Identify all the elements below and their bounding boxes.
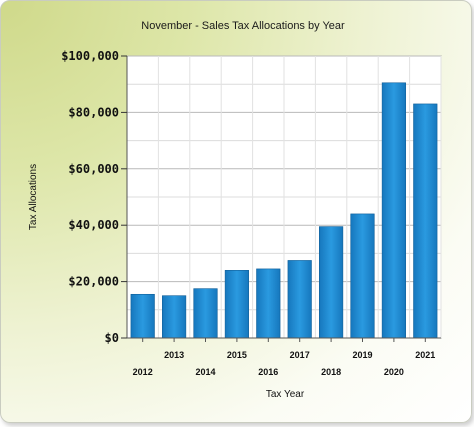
- bar-2012: [130, 293, 155, 339]
- chart-title: November - Sales Tax Allocations by Year: [141, 20, 345, 32]
- x-tick-label: 2013: [164, 350, 184, 360]
- y-axis: $0 $20,000 $40,000 $60,000 $80,000 $100,000: [61, 49, 128, 345]
- bar-2020: [381, 82, 406, 339]
- bar-2016: [256, 268, 281, 339]
- x-tick-label: 2016: [258, 367, 278, 377]
- x-tick-label: 2020: [384, 367, 404, 377]
- x-tick-label: 2014: [195, 367, 215, 377]
- bar-2017: [287, 260, 312, 339]
- x-tick-label: 2019: [352, 350, 372, 360]
- x-tick-label: 2018: [321, 367, 341, 377]
- bar-2021: [413, 103, 438, 339]
- y-tick-label: $60,000: [68, 162, 119, 176]
- y-tick-label: $20,000: [68, 275, 119, 289]
- bar-2019: [350, 213, 375, 339]
- bar-2015: [224, 270, 249, 339]
- y-tick-label: $0: [105, 331, 119, 345]
- bar-2013: [162, 295, 187, 339]
- bar-2014: [193, 288, 218, 339]
- x-axis-label: Tax Year: [266, 389, 305, 400]
- x-tick-label: 2015: [227, 350, 247, 360]
- y-tick-label: $100,000: [61, 49, 119, 63]
- bar-2018: [319, 226, 344, 339]
- bars: [130, 82, 438, 339]
- x-tick-label: 2021: [415, 350, 435, 360]
- x-axis: 2012 2013 2014 2015 2016 2017 2018 2019 2020 2021: [127, 337, 441, 377]
- x-tick-label: 2017: [290, 350, 310, 360]
- x-tick-label: 2012: [133, 367, 153, 377]
- y-axis-label: Tax Allocations: [28, 164, 39, 230]
- y-tick-label: $40,000: [68, 218, 119, 232]
- y-tick-label: $80,000: [68, 105, 119, 119]
